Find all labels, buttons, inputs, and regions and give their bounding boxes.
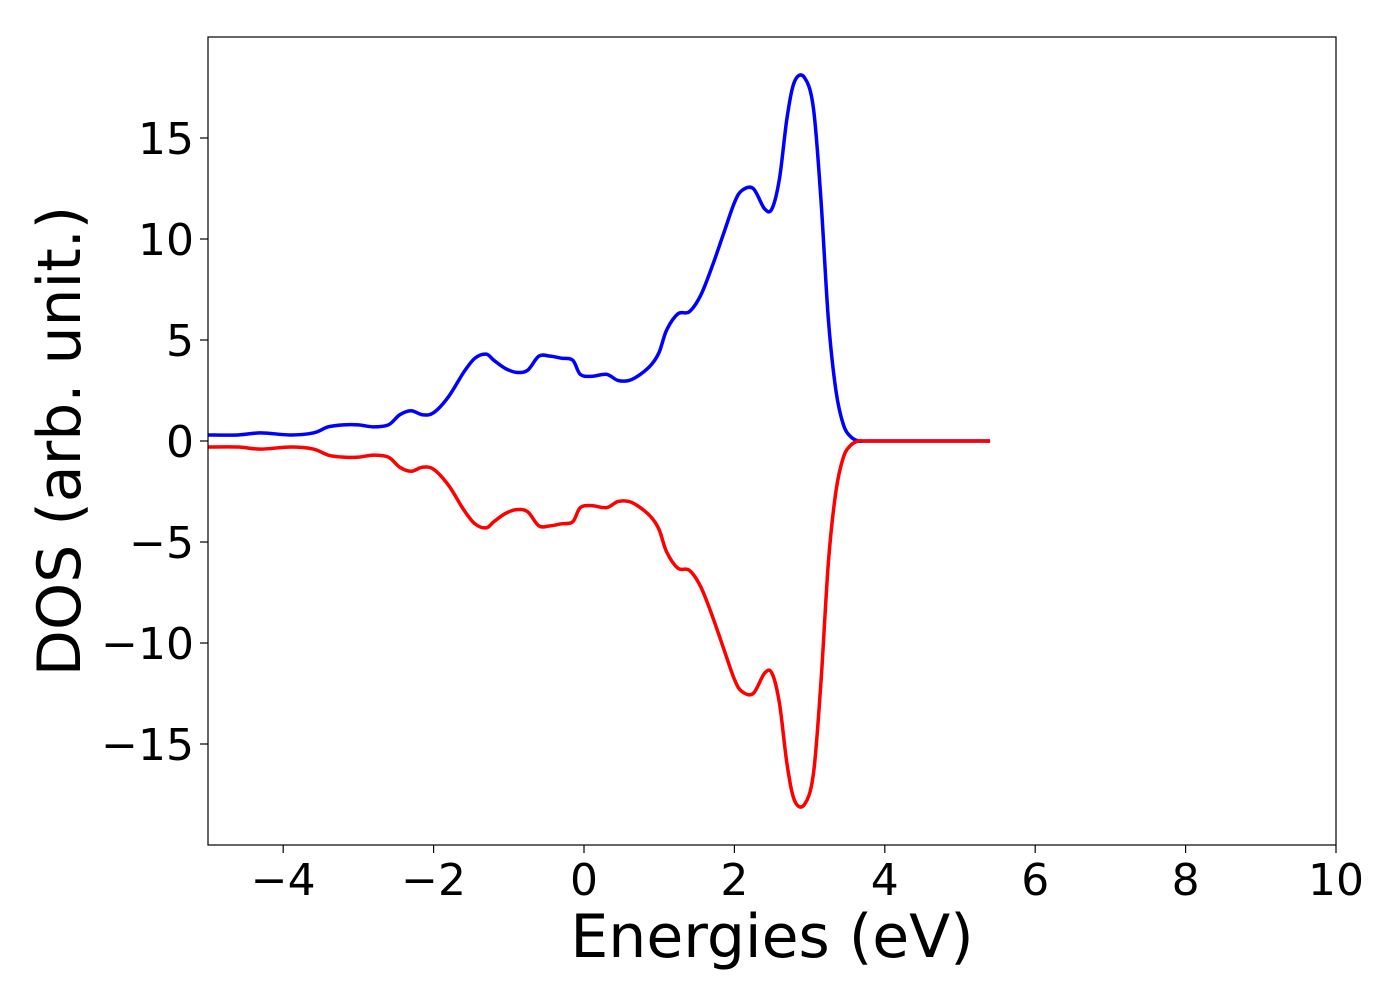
- y-tick-label: 0: [166, 417, 194, 468]
- y-tick-label: −15: [101, 720, 194, 771]
- y-tick-label: 10: [138, 215, 194, 266]
- y-tick-label: −10: [101, 619, 194, 670]
- series-layer: [207, 73, 991, 809]
- x-tick-label: −2: [401, 855, 466, 906]
- x-tick-label: 0: [570, 855, 598, 906]
- x-tick-label: 2: [720, 855, 748, 906]
- x-tick-label: 4: [871, 855, 899, 906]
- x-tick-label: −4: [251, 855, 316, 906]
- y-axis-title: DOS (arb. unit.): [25, 206, 95, 676]
- x-axis-ticks: −4 −2 0 2 4 6 8 10: [251, 845, 1364, 906]
- series-line-2: [207, 438, 991, 809]
- x-tick-label: 6: [1021, 855, 1049, 906]
- x-tick-label: 10: [1308, 855, 1364, 906]
- y-tick-label: 15: [138, 114, 194, 165]
- y-tick-label: 5: [166, 316, 194, 367]
- x-axis-title: Energies (eV): [570, 902, 973, 972]
- y-axis-ticks: 15 10 5 0 −5 −10 −15: [101, 114, 208, 771]
- series-line-1: [207, 73, 991, 444]
- y-tick-label: −5: [129, 518, 194, 569]
- plot-area: [208, 37, 1336, 845]
- x-tick-label: 8: [1172, 855, 1200, 906]
